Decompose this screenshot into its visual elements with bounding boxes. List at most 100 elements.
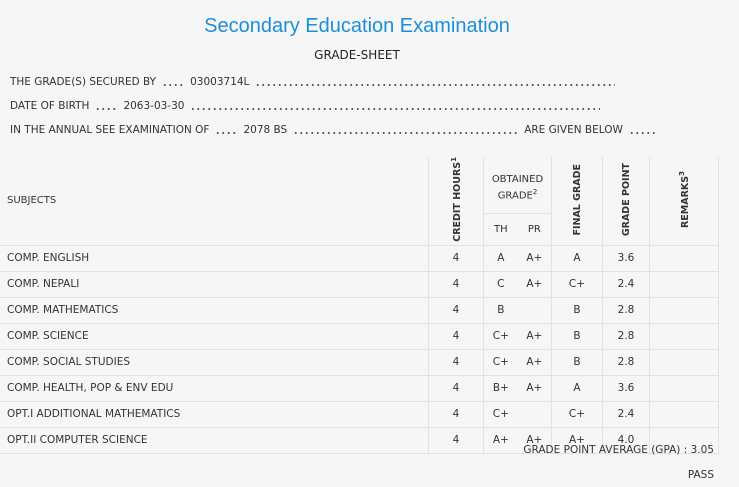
grade-th: C xyxy=(482,271,518,298)
final-grade: A+ xyxy=(551,427,603,454)
credit-hours: 4 xyxy=(428,375,484,402)
info-value: 2078 BS xyxy=(243,124,288,136)
info-row: THE GRADE(S) SECURED BY 03003714L xyxy=(10,74,621,90)
grade-th: B xyxy=(482,297,518,324)
grade-th: C+ xyxy=(482,401,518,428)
footnote-mark: 1 xyxy=(449,157,458,162)
col-header: FINAL GRADE xyxy=(551,157,603,246)
grade-pr: A+ xyxy=(517,375,552,402)
grade-th: C+ xyxy=(482,349,518,376)
header-text: OBTAINED GRADE xyxy=(491,173,544,201)
grade-pr xyxy=(517,297,552,324)
remarks xyxy=(649,271,719,298)
table-row: COMP. NEPALI 4 C A+ C+ 2.4 xyxy=(0,271,719,298)
dots xyxy=(190,108,601,110)
header-text: REMARKS xyxy=(680,175,692,228)
header-text: FINAL GRADE xyxy=(571,163,583,236)
footnote-mark: 2 xyxy=(532,187,538,196)
subject: COMP. NEPALI xyxy=(0,271,429,298)
credit-hours: 4 xyxy=(428,349,484,376)
final-grade: A xyxy=(551,375,603,402)
grade-th: B+ xyxy=(482,375,518,402)
gpa: GRADE POINT AVERAGE (GPA) : 3.05 xyxy=(523,444,714,456)
remarks xyxy=(649,375,719,402)
info-row: DATE OF BIRTH 2063-03-30 xyxy=(10,98,606,114)
grade-point: 2.8 xyxy=(602,323,650,350)
dots xyxy=(95,108,118,110)
grade-pr xyxy=(517,401,552,428)
table-row: COMP. SOCIAL STUDIES 4 C+ A+ B 2.8 xyxy=(0,349,719,376)
table-row: OPT.I ADDITIONAL MATHEMATICS 4 C+ C+ 2.4 xyxy=(0,401,719,428)
credit-hours: 4 xyxy=(428,401,484,428)
col-header: GRADE POINT xyxy=(602,157,650,246)
grade-pr: A+ xyxy=(517,427,552,454)
title: Secondary Education Examination xyxy=(204,15,510,37)
remarks xyxy=(649,349,719,376)
credit-hours: 4 xyxy=(428,271,484,298)
grade-table: SUBJECTS CREDIT HOURS1 OBTAINED GRADE2 F… xyxy=(0,157,719,454)
dots xyxy=(215,132,238,134)
table-body: COMP. ENGLISH 4 A A+ A 3.6 COMP. NEPALI 4 C A+ C+ 2… xyxy=(0,245,719,454)
remarks xyxy=(649,401,719,428)
dots xyxy=(628,132,657,134)
dots xyxy=(293,132,519,134)
grade-point: 3.6 xyxy=(602,375,650,402)
info-suffix: ARE GIVEN BELOW xyxy=(524,124,623,136)
col-header: OBTAINED GRADE2 xyxy=(483,157,552,215)
info-value: 2063-03-30 xyxy=(123,100,185,112)
final-grade: C+ xyxy=(551,271,603,298)
grade-pr: A+ xyxy=(517,349,552,376)
table-row: COMP. SCIENCE 4 C+ A+ B 2.8 xyxy=(0,323,719,350)
final-grade: B xyxy=(551,323,603,350)
credit-hours: 4 xyxy=(428,245,484,272)
header-text: GRADE POINT xyxy=(620,162,632,236)
subject: COMP. ENGLISH xyxy=(0,245,429,272)
col-header: SUBJECTS xyxy=(0,157,429,246)
grade-pr: A+ xyxy=(517,323,552,350)
grade-point: 2.8 xyxy=(602,349,650,376)
credit-hours: 4 xyxy=(428,427,484,454)
remarks xyxy=(649,245,719,272)
info-label: IN THE ANNUAL SEE EXAMINATION OF xyxy=(10,124,210,136)
final-grade: C+ xyxy=(551,401,603,428)
header-text: CREDIT HOURS xyxy=(452,161,464,242)
grade-point: 4.0 xyxy=(602,427,650,454)
grade-point: 2.4 xyxy=(602,271,650,298)
info-value: 03003714L xyxy=(190,76,250,88)
footnote-mark: 3 xyxy=(677,170,686,176)
subject: COMP. HEALTH, POP & ENV EDU xyxy=(0,375,429,402)
col-header: CREDIT HOURS1 xyxy=(428,157,484,246)
info-label: DATE OF BIRTH xyxy=(10,100,90,112)
grade-pr: A+ xyxy=(517,245,552,272)
table-row: OPT.II COMPUTER SCIENCE 4 A+ A+ A+ 4.0 xyxy=(0,427,719,454)
gpa-label: GRADE POINT AVERAGE (GPA) : xyxy=(523,444,688,456)
dots xyxy=(162,84,185,86)
final-grade: B xyxy=(551,349,603,376)
dots xyxy=(255,84,616,86)
col-header: REMARKS3 xyxy=(649,157,719,246)
subject: COMP. SOCIAL STUDIES xyxy=(0,349,429,376)
remarks xyxy=(649,323,719,350)
gpa-value: 3.05 xyxy=(690,444,714,456)
final-grade: B xyxy=(551,297,603,324)
subject: OPT.I ADDITIONAL MATHEMATICS xyxy=(0,401,429,428)
col-header: TH xyxy=(482,213,518,246)
subject: OPT.II COMPUTER SCIENCE xyxy=(0,427,429,454)
subtitle: GRADE-SHEET xyxy=(314,48,400,62)
credit-hours: 4 xyxy=(428,323,484,350)
info-label: THE GRADE(S) SECURED BY xyxy=(10,76,157,88)
grade-th: A xyxy=(482,245,518,272)
grade-point: 2.4 xyxy=(602,401,650,428)
table-row: COMP. ENGLISH 4 A A+ A 3.6 xyxy=(0,245,719,272)
result: PASS xyxy=(687,469,714,481)
final-grade: A xyxy=(551,245,603,272)
grade-pr: A+ xyxy=(517,271,552,298)
col-header: PR xyxy=(517,213,552,246)
remarks xyxy=(649,297,719,324)
grade-th: A+ xyxy=(482,427,518,454)
grade-th: C+ xyxy=(482,323,518,350)
subject: COMP. MATHEMATICS xyxy=(0,297,429,324)
info-row: IN THE ANNUAL SEE EXAMINATION OF 2078 BS A… xyxy=(10,122,663,138)
credit-hours: 4 xyxy=(428,297,484,324)
